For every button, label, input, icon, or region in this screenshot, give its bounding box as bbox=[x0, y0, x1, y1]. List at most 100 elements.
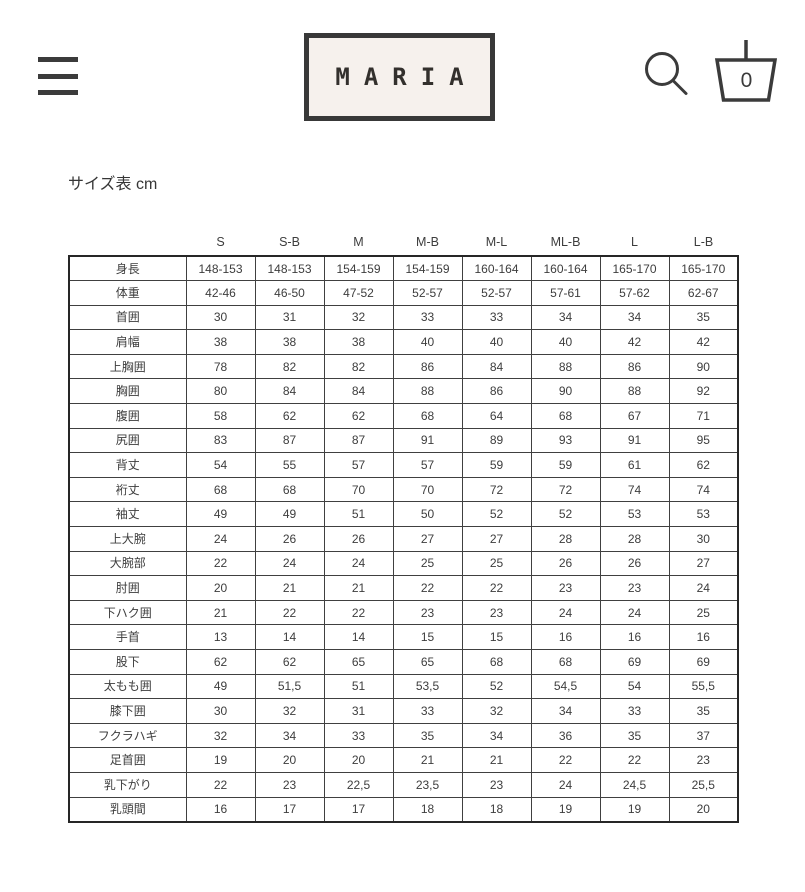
table-cell: 69 bbox=[599, 649, 670, 675]
table-cell: 24 bbox=[668, 575, 739, 601]
table-cell: 91 bbox=[392, 427, 463, 454]
table-cell: 165-170 bbox=[599, 255, 670, 282]
table-cell: 84 bbox=[254, 378, 325, 405]
table-cell: 22 bbox=[530, 747, 601, 773]
table-cell: 89 bbox=[461, 427, 532, 454]
table-cell: 30 bbox=[185, 698, 256, 724]
basket-icon: 0 bbox=[714, 40, 777, 102]
table-cell: 92 bbox=[668, 378, 739, 405]
table-cell: 36 bbox=[530, 722, 601, 749]
table-row: 体重 42-46 46-50 47-52 52-57 52-57 57-61 57-62 62-… bbox=[68, 280, 739, 306]
row-label: 肩幅 bbox=[68, 329, 187, 355]
table-cell: 26 bbox=[323, 526, 394, 552]
table-cell: 25 bbox=[461, 550, 532, 577]
table-cell: 62-67 bbox=[668, 280, 739, 306]
table-row: 腹囲 58 62 62 68 64 68 67 71 bbox=[68, 403, 739, 429]
table-cell: 27 bbox=[461, 526, 532, 552]
table-cell: 51 bbox=[323, 673, 394, 700]
table-cell: 68 bbox=[530, 649, 601, 675]
table-cell: 87 bbox=[254, 427, 325, 454]
table-cell: 91 bbox=[599, 427, 670, 454]
table-cell: 68 bbox=[254, 476, 325, 503]
table-row: 足首囲 19 20 20 21 21 22 22 23 bbox=[68, 747, 739, 773]
table-cell: 160-164 bbox=[530, 255, 601, 282]
table-cell: 18 bbox=[461, 796, 532, 823]
table-row: 肘囲 20 21 21 22 22 23 23 24 bbox=[68, 575, 739, 601]
table-cell: 16 bbox=[668, 624, 739, 650]
table-cell: 24 bbox=[530, 599, 601, 626]
table-cell: 33 bbox=[392, 698, 463, 724]
table-row: 股下 62 62 65 65 68 68 69 69 bbox=[68, 649, 739, 675]
table-cell: 88 bbox=[392, 378, 463, 405]
table-cell: 33 bbox=[599, 698, 670, 724]
table-cell: 154-159 bbox=[323, 255, 394, 282]
size-table: S S-B M M-B M-L ML-B L L-B 身長 148-153 148-153 154-… bbox=[68, 230, 739, 823]
table-cell: 68 bbox=[530, 403, 601, 429]
size-header-row: S S-B M M-B M-L ML-B L L-B bbox=[69, 230, 738, 256]
table-cell: 71 bbox=[668, 403, 739, 429]
table-cell: 23 bbox=[530, 575, 601, 601]
row-label: 身長 bbox=[68, 255, 187, 282]
table-cell: 72 bbox=[530, 476, 601, 503]
table-cell: 154-159 bbox=[392, 255, 463, 282]
table-cell: 24 bbox=[599, 599, 670, 626]
table-cell: 46-50 bbox=[254, 280, 325, 306]
table-cell: 62 bbox=[254, 403, 325, 429]
table-cell: 23 bbox=[461, 599, 532, 626]
table-cell: 84 bbox=[323, 378, 394, 405]
table-row: 裄丈 68 68 70 70 72 72 74 74 bbox=[68, 476, 739, 503]
table-cell: 57 bbox=[392, 452, 463, 478]
table-cell: 20 bbox=[185, 575, 256, 601]
size-column-header: M-B bbox=[416, 234, 439, 249]
row-label: 胸囲 bbox=[68, 378, 187, 405]
table-row: 肩幅 38 38 38 40 40 40 42 42 bbox=[68, 329, 739, 355]
table-cell: 68 bbox=[185, 476, 256, 503]
table-cell: 28 bbox=[599, 526, 670, 552]
row-label: 体重 bbox=[68, 280, 187, 306]
table-cell: 25 bbox=[668, 599, 739, 626]
table-cell: 26 bbox=[254, 526, 325, 552]
cart-button[interactable]: 0 bbox=[713, 40, 777, 102]
table-cell: 74 bbox=[668, 476, 739, 503]
table-cell: 86 bbox=[599, 353, 670, 380]
table-cell: 57-62 bbox=[599, 280, 670, 306]
table-cell: 57-61 bbox=[530, 280, 601, 306]
table-cell: 22 bbox=[185, 771, 256, 798]
table-cell: 55 bbox=[254, 452, 325, 478]
size-column-header: M bbox=[353, 234, 364, 249]
table-cell: 51,5 bbox=[254, 673, 325, 700]
brand-logo[interactable]: MARIA bbox=[304, 33, 495, 121]
table-cell: 68 bbox=[392, 403, 463, 429]
table-cell: 53 bbox=[668, 501, 739, 528]
table-cell: 22 bbox=[461, 575, 532, 601]
table-cell: 28 bbox=[530, 526, 601, 552]
table-cell: 42 bbox=[668, 329, 739, 355]
row-label: 手首 bbox=[68, 624, 187, 650]
table-cell: 160-164 bbox=[461, 255, 532, 282]
search-button[interactable] bbox=[641, 50, 691, 100]
row-label: 股下 bbox=[68, 649, 187, 675]
table-body: 身長 148-153 148-153 154-159 154-159 160-164 160… bbox=[68, 255, 739, 823]
table-cell: 82 bbox=[323, 353, 394, 380]
table-cell: 24 bbox=[530, 771, 601, 798]
row-label: 乳下がり bbox=[68, 771, 187, 798]
table-cell: 88 bbox=[599, 378, 670, 405]
table-row: 乳頭間 16 17 17 18 18 19 19 20 bbox=[68, 796, 739, 823]
table-row: フクラハギ 32 34 33 35 34 36 35 37 bbox=[68, 722, 739, 749]
menu-button[interactable] bbox=[38, 57, 78, 95]
table-cell: 87 bbox=[323, 427, 394, 454]
table-cell: 27 bbox=[392, 526, 463, 552]
table-cell: 53 bbox=[599, 501, 670, 528]
size-column-header: ML-B bbox=[550, 234, 581, 249]
table-row: 膝下囲 30 32 31 33 32 34 33 35 bbox=[68, 698, 739, 724]
table-cell: 49 bbox=[185, 501, 256, 528]
table-cell: 31 bbox=[254, 304, 325, 331]
table-row: 背丈 54 55 57 57 59 59 61 62 bbox=[68, 452, 739, 478]
table-cell: 62 bbox=[668, 452, 739, 478]
table-cell: 23,5 bbox=[392, 771, 463, 798]
hamburger-icon bbox=[38, 73, 78, 79]
table-cell: 22 bbox=[392, 575, 463, 601]
table-cell: 24 bbox=[185, 526, 256, 552]
table-cell: 95 bbox=[668, 427, 739, 454]
